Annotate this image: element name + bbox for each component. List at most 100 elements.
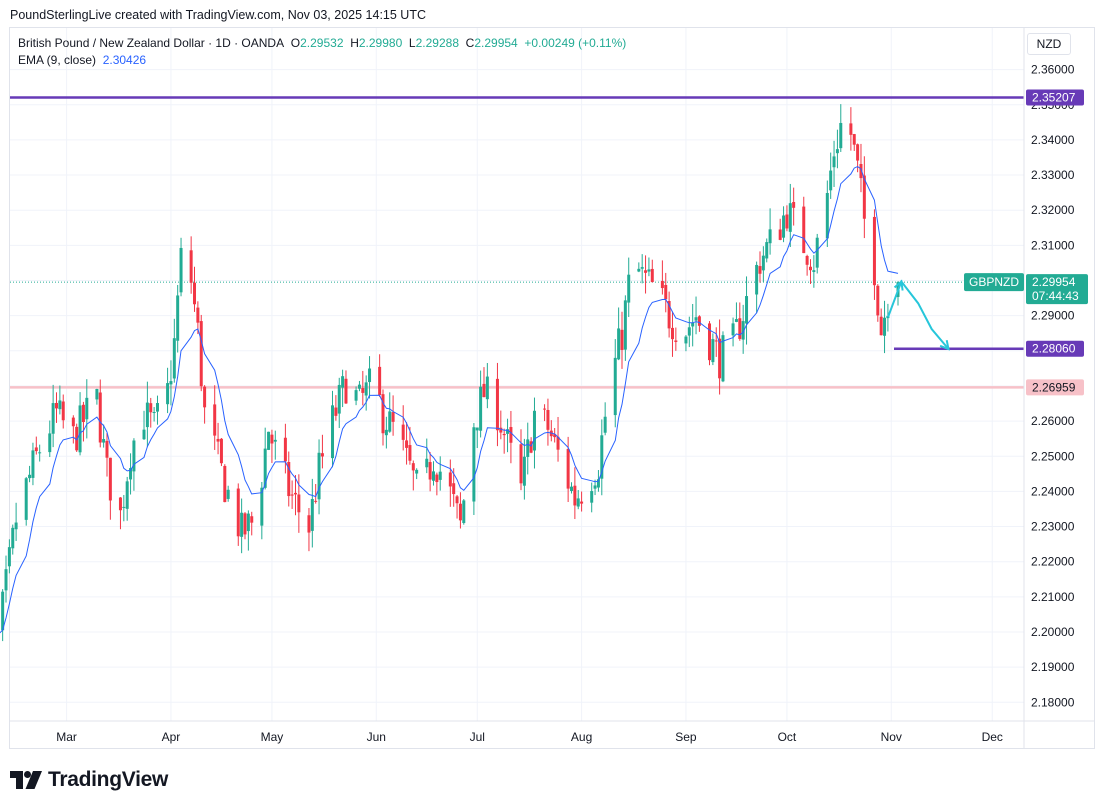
candle-body bbox=[546, 410, 550, 430]
candle-body bbox=[425, 458, 429, 468]
candle-body bbox=[502, 433, 506, 436]
candle-body bbox=[108, 457, 112, 501]
chart-frame bbox=[9, 27, 1095, 749]
candle-body bbox=[455, 496, 459, 504]
candle bbox=[593, 479, 597, 496]
candle bbox=[287, 451, 291, 507]
candle bbox=[310, 478, 314, 548]
candle bbox=[479, 370, 483, 438]
candle bbox=[213, 385, 217, 450]
x-tick-label: Dec bbox=[982, 730, 1003, 744]
candle bbox=[435, 472, 439, 496]
candle-body bbox=[647, 269, 651, 272]
candle bbox=[405, 422, 409, 465]
candle bbox=[149, 397, 153, 428]
candle bbox=[108, 457, 112, 520]
candle bbox=[283, 423, 287, 474]
candle bbox=[862, 156, 866, 239]
candle bbox=[105, 433, 109, 477]
candle-body bbox=[81, 404, 85, 423]
candle-body bbox=[1, 591, 5, 631]
candle bbox=[660, 260, 664, 295]
currency-button[interactable]: NZD bbox=[1027, 33, 1071, 55]
candle-body bbox=[734, 319, 738, 322]
y-tick-label: 2.36000 bbox=[1031, 63, 1075, 77]
candle bbox=[361, 370, 365, 406]
candle bbox=[714, 327, 718, 357]
legend-ema-row: EMA (9, close) 2.30426 bbox=[18, 52, 626, 69]
candle bbox=[203, 385, 207, 424]
tradingview-logo[interactable]: TradingView bbox=[10, 768, 168, 792]
candle-body bbox=[617, 328, 621, 360]
candle bbox=[78, 392, 82, 456]
candle-body bbox=[852, 134, 856, 145]
candle-body bbox=[55, 402, 59, 409]
candle-body bbox=[644, 270, 648, 273]
candle-body bbox=[812, 270, 816, 272]
candle-body bbox=[240, 512, 244, 537]
candle bbox=[805, 254, 809, 276]
legend-h-value: 2.29980 bbox=[358, 36, 403, 50]
candle-body bbox=[95, 388, 99, 400]
candle-body bbox=[664, 284, 668, 300]
candle bbox=[617, 307, 621, 361]
candle bbox=[708, 321, 712, 366]
candle-body bbox=[472, 427, 476, 502]
y-tick-label: 2.31000 bbox=[1031, 238, 1075, 252]
candle-body bbox=[862, 175, 866, 219]
candle-body bbox=[142, 429, 146, 440]
candle-body bbox=[364, 382, 368, 396]
candle bbox=[475, 427, 479, 449]
candle-body bbox=[189, 250, 193, 283]
candle-body bbox=[623, 300, 627, 350]
candle bbox=[388, 392, 392, 433]
candle-body bbox=[14, 522, 18, 530]
candle bbox=[768, 208, 772, 255]
legend-o-label: O bbox=[290, 36, 301, 50]
candle-body bbox=[260, 487, 264, 526]
candle-body bbox=[782, 215, 786, 238]
candle bbox=[829, 152, 833, 199]
x-tick-label: Apr bbox=[162, 730, 181, 744]
candle-body bbox=[51, 403, 55, 434]
candle bbox=[71, 415, 75, 444]
candle bbox=[778, 218, 782, 241]
candle-body bbox=[620, 329, 624, 350]
candle-body bbox=[778, 229, 782, 240]
candle bbox=[61, 394, 65, 429]
candle bbox=[102, 424, 106, 448]
candle bbox=[293, 475, 297, 516]
candle-body bbox=[755, 264, 759, 295]
last-price-label: 2.29954 bbox=[1032, 275, 1076, 289]
candle bbox=[718, 319, 722, 395]
candle-body bbox=[166, 383, 170, 405]
candle bbox=[697, 315, 701, 332]
tradingview-logo-icon bbox=[10, 771, 42, 789]
candle bbox=[411, 460, 415, 491]
candle bbox=[415, 468, 419, 480]
candle-body bbox=[310, 499, 314, 531]
candle bbox=[849, 107, 853, 151]
candle-body bbox=[802, 206, 806, 254]
candle bbox=[448, 459, 452, 507]
candle bbox=[825, 180, 829, 247]
candle-body bbox=[462, 500, 466, 524]
candle bbox=[482, 367, 486, 398]
candle-body bbox=[223, 465, 227, 503]
candle-body bbox=[522, 456, 526, 486]
candle-body bbox=[297, 494, 301, 513]
candle-body bbox=[694, 317, 698, 321]
tradingview-logo-text: TradingView bbox=[48, 768, 169, 791]
candle bbox=[576, 490, 580, 510]
x-tick-label: Nov bbox=[881, 730, 902, 744]
candle bbox=[408, 426, 412, 465]
candle bbox=[570, 482, 573, 494]
y-tick-label: 2.29000 bbox=[1031, 309, 1075, 323]
y-tick-label: 2.24000 bbox=[1031, 484, 1075, 498]
candle-body bbox=[236, 488, 240, 537]
candle-body bbox=[344, 378, 348, 404]
pink-level-price-tag bbox=[1026, 379, 1084, 396]
candle-body bbox=[132, 440, 136, 472]
candle-body bbox=[479, 386, 483, 431]
